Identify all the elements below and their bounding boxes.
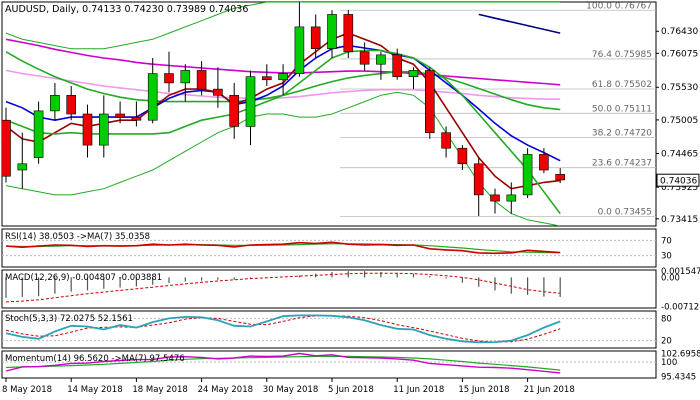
momentum-label: Momentum(14) 96.5620 ->MA(7) 97.5476 [5,354,185,364]
candle-body-2 [33,110,44,158]
rsi-tick-1: 30 [661,252,672,262]
candle-body-16 [261,76,272,81]
fib-label-6: 0.0 0.73455 [598,207,652,217]
candle-body-18 [294,26,305,74]
main-plot-area [2,2,656,226]
candle-body-32 [522,154,533,196]
stoch-label: Stoch(5,3,3) 72.0275 52.1561 [5,314,133,324]
current-price-tag [656,173,700,187]
panel-frame-stoch [1,310,657,349]
stoch-tick-0: 80 [661,314,672,324]
candle-body-13 [213,88,223,96]
moving-average-0 [478,13,561,34]
bollinger-upper [5,2,561,50]
fib-label-5: 23.6 0.74237 [592,159,652,169]
moving-average-2 [5,69,561,100]
y-tick-label-4: 0.74465 [661,150,698,160]
candle-body-24 [392,54,403,77]
fib-label-4: 38.2 0.74720 [592,129,652,139]
momentum-ma-line [5,355,561,371]
candle-body-30 [490,194,500,202]
candle-body-17 [278,73,288,81]
candle-body-33 [539,154,549,171]
stoch-tick-1: 20 [661,337,672,347]
candle-body-7 [115,113,125,118]
candle-body-15 [245,76,256,127]
macd-tick-1: 0.00 [661,273,680,283]
candle-body-14 [229,95,239,127]
rsi-label: RSI(14) 38.0503 ->MA(7) 35.0358 [5,232,150,242]
chart-title: AUDUSD, Daily, 0.74133 0.74230 0.73989 0… [5,4,248,15]
candle-body-4 [66,95,76,115]
candle-body-29 [473,163,484,196]
candle-body-11 [180,70,191,84]
candle-body-3 [50,95,60,112]
x-tick-label-1: 14 May 2018 [67,385,122,395]
candle-body-28 [457,147,468,165]
y-tick-label-6: 0.73415 [661,215,698,225]
candle-body-26 [424,70,435,133]
candle-body-25 [408,70,419,77]
y-tick-label-5: 0.73925 [661,183,698,193]
rsi-line [5,241,561,255]
bollinger-lower [5,91,561,226]
fib-label-2: 61.8 0.75502 [592,80,652,90]
momentum-tick-0: 102.6958 [661,350,700,360]
macd-label: MACD(12,26,9) -0.004807 -0.003881 [5,273,162,283]
candle-body-0 [2,119,11,177]
candle-body-10 [164,73,174,84]
y-tick-label-3: 0.75005 [661,116,698,126]
candle-body-5 [82,113,93,146]
y-tick-label-2: 0.75530 [661,83,698,93]
x-tick-label-7: 15 Jun 2018 [458,385,509,395]
candle-body-9 [147,73,158,121]
x-tick-label-2: 18 May 2018 [132,385,187,395]
x-tick-label-6: 11 Jun 2018 [393,385,444,395]
panel-frame-rsi [1,228,657,268]
candle-body-19 [310,26,321,49]
candle-body-21 [343,14,354,53]
candle-body-1 [17,163,28,171]
candle-body-8 [131,116,142,121]
panel-frame-macd [1,269,657,309]
rsi-tick-0: 70 [661,236,672,246]
fib-label-0: 100.0 0.76767 [586,1,652,11]
candle-body-12 [196,70,207,90]
candle-body-20 [327,14,337,49]
y-tick-label-1: 0.76075 [661,49,698,59]
stoch-k-line [5,314,561,344]
momentum-tick-1: 100 [661,358,677,368]
candle-body-27 [441,132,451,149]
x-tick-label-4: 30 May 2018 [263,385,318,395]
y-tick-label-0: 0.76430 [661,27,698,37]
candle-body-23 [376,54,386,65]
x-tick-label-0: 8 May 2018 [2,385,52,395]
macd-tick-0: 0.001547 [661,267,700,277]
candle-body-31 [506,194,517,202]
x-tick-label-3: 24 May 2018 [198,385,253,395]
stoch-d-line [5,315,561,343]
candle-body-6 [99,113,109,146]
candle-body-22 [359,51,370,65]
macd-tick-2: -0.00712 [661,302,699,312]
fib-label-1: 76.4 0.75985 [592,50,652,60]
momentum-tick-2: 95.4345 [661,373,696,383]
fib-label-3: 50.0 0.75111 [592,104,652,114]
current-price-label: 0.74036 [660,177,697,187]
momentum-line [5,352,561,374]
candle-body-34 [555,174,566,181]
macd-signal-line [5,272,561,303]
x-tick-label-5: 5 Jun 2018 [328,385,374,395]
x-tick-label-8: 21 Jun 2018 [524,385,575,395]
